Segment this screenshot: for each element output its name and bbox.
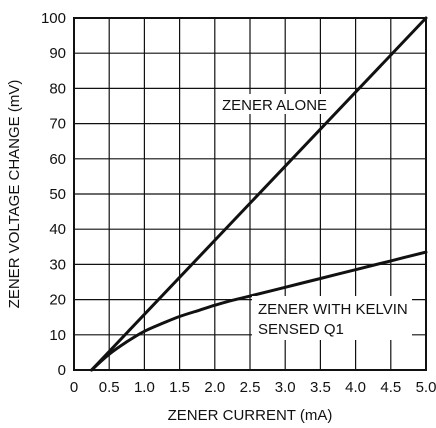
- y-tick-label: 100: [41, 10, 66, 27]
- annotations: ZENER ALONE ZENER WITH KELVIN SENSED Q1: [218, 94, 412, 340]
- annotation-zener-kelvin-line: ZENER WITH KELVIN: [258, 301, 408, 318]
- annotation-backing: [252, 296, 412, 340]
- y-axis-label: ZENER VOLTAGE CHANGE (mV): [6, 80, 23, 309]
- x-tick-label: 0.5: [99, 379, 120, 396]
- y-tick-label: 60: [49, 151, 66, 168]
- y-tick-label: 10: [49, 327, 66, 344]
- x-tick-label: 4.5: [380, 379, 401, 396]
- x-tick-label: 2.5: [240, 379, 261, 396]
- y-tick-label: 50: [49, 186, 66, 203]
- zener-alone-line: [90, 16, 428, 372]
- annotation-backing: [218, 94, 332, 114]
- y-tick-label: 80: [49, 80, 66, 97]
- y-tick-label: 30: [49, 256, 66, 273]
- x-axis-label: ZENER CURRENT (mA): [168, 407, 333, 424]
- y-tick-label: 90: [49, 45, 66, 62]
- x-tick-label: 0: [70, 379, 78, 396]
- x-tick-label: 1.0: [134, 379, 155, 396]
- x-tick-labels: 0 0.5 1.0 1.5 2.0 2.5 3.0 3.5 4.0 4.5 5.0: [70, 379, 436, 396]
- plot-frame: [73, 17, 427, 371]
- x-tick-label: 1.5: [169, 379, 190, 396]
- curves: [90, 16, 428, 372]
- x-tick-label: 5.0: [416, 379, 436, 396]
- y-tick-label: 70: [49, 116, 66, 133]
- x-tick-label: 2.0: [204, 379, 225, 396]
- y-tick-label: 40: [49, 221, 66, 238]
- y-tick-label: 0: [58, 362, 66, 379]
- y-tick-label: 20: [49, 292, 66, 309]
- y-tick-labels: 0 10 20 30 40 50 60 70 80 90 100: [41, 10, 66, 379]
- annotation-zener-kelvin-line: SENSED Q1: [258, 321, 344, 338]
- x-tick-label: 3.5: [310, 379, 331, 396]
- x-tick-label: 4.0: [345, 379, 366, 396]
- annotation-zener-alone: ZENER ALONE: [222, 97, 327, 114]
- x-tick-label: 3.0: [275, 379, 296, 396]
- zener-kelvin-curve: [90, 250, 428, 372]
